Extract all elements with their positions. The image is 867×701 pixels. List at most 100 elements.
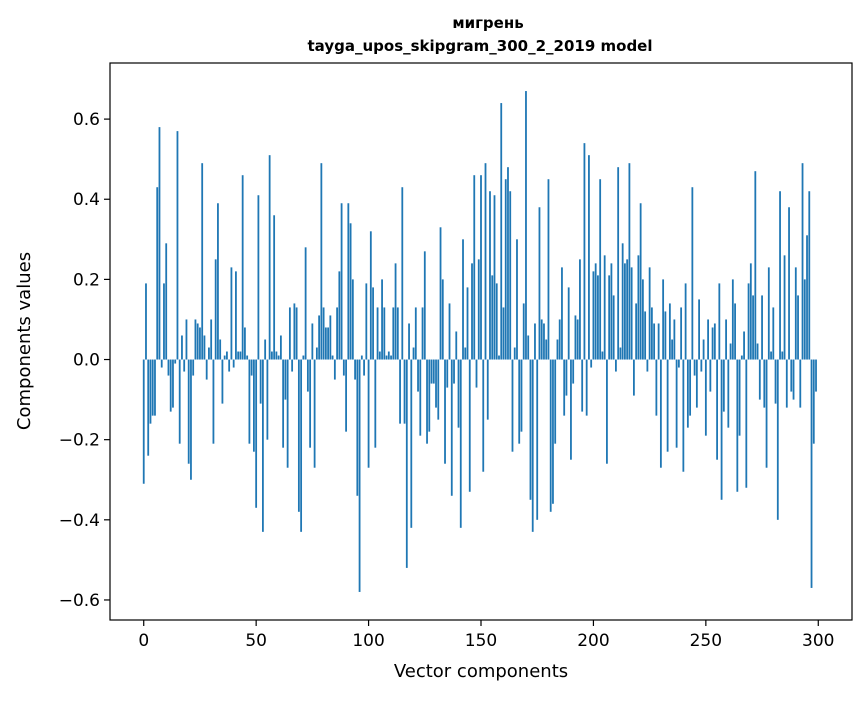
bar-291 xyxy=(797,295,799,360)
bar-45 xyxy=(244,327,246,360)
bar-101 xyxy=(369,231,372,360)
bar-21 xyxy=(190,359,192,480)
bar-93 xyxy=(351,279,354,360)
bar-124 xyxy=(421,307,424,360)
bar-269 xyxy=(747,283,750,360)
bar-221 xyxy=(639,203,642,360)
bar-272 xyxy=(754,171,757,360)
chart-title: мигрень xyxy=(452,14,523,32)
bar-205 xyxy=(603,255,606,360)
bar-228 xyxy=(655,359,658,416)
bar-252 xyxy=(709,359,712,392)
bar-23 xyxy=(194,319,197,360)
bar-94 xyxy=(354,359,356,380)
bar-133 xyxy=(441,279,444,360)
bar-116 xyxy=(403,359,406,424)
bar-150 xyxy=(480,175,482,360)
bar-138 xyxy=(453,359,455,384)
bar-16 xyxy=(178,359,181,444)
x-tick-label: 50 xyxy=(245,631,267,651)
bar-70 xyxy=(300,359,303,532)
bar-245 xyxy=(693,359,696,376)
bar-247 xyxy=(698,299,700,360)
bar-122 xyxy=(417,359,419,392)
bar-290 xyxy=(794,267,797,360)
bar-57 xyxy=(270,351,273,360)
y-tick-label: 0.6 xyxy=(73,110,100,130)
bar-82 xyxy=(327,327,329,360)
bar-127 xyxy=(428,359,431,432)
bar-146 xyxy=(471,263,473,360)
bar-294 xyxy=(803,279,806,360)
bar-292 xyxy=(799,359,802,408)
bar-54 xyxy=(264,339,267,360)
bar-183 xyxy=(554,359,557,444)
bar-52 xyxy=(259,359,262,404)
bar-257 xyxy=(720,359,723,500)
bar-274 xyxy=(758,359,761,400)
bar-256 xyxy=(718,283,721,360)
bar-19 xyxy=(185,319,188,360)
bar-288 xyxy=(790,359,793,392)
bar-46 xyxy=(246,355,249,360)
bar-229 xyxy=(657,323,660,360)
bar-262 xyxy=(731,279,734,360)
bar-156 xyxy=(493,195,496,360)
bar-67 xyxy=(293,303,296,360)
bar-1 xyxy=(145,283,147,360)
bar-111 xyxy=(392,307,395,360)
bar-27 xyxy=(203,335,206,360)
bar-87 xyxy=(338,271,341,360)
x-tick-label: 200 xyxy=(577,631,609,651)
bar-202 xyxy=(597,275,599,360)
bar-0 xyxy=(142,359,145,484)
bar-114 xyxy=(399,359,401,424)
bar-223 xyxy=(644,311,647,360)
bar-115 xyxy=(401,187,404,360)
x-tick-label: 100 xyxy=(352,631,384,651)
y-tick-label: 0.0 xyxy=(73,351,100,371)
bar-153 xyxy=(486,359,489,420)
bar-60 xyxy=(277,355,280,360)
bar-98 xyxy=(363,359,365,376)
y-tick-label: −0.4 xyxy=(59,511,100,531)
y-tick-label: 0.2 xyxy=(73,270,100,290)
bar-160 xyxy=(502,307,505,360)
bar-261 xyxy=(729,343,732,360)
bar-296 xyxy=(808,191,811,360)
bar-230 xyxy=(659,359,662,468)
bar-299 xyxy=(815,359,817,392)
bar-42 xyxy=(237,351,240,360)
bar-121 xyxy=(414,307,417,360)
bar-224 xyxy=(646,359,649,372)
bar-147 xyxy=(473,175,476,360)
bar-97 xyxy=(360,355,363,360)
bar-171 xyxy=(527,335,530,360)
bar-173 xyxy=(531,359,534,532)
bar-165 xyxy=(513,347,516,360)
bar-51 xyxy=(257,195,260,360)
bar-240 xyxy=(682,359,685,472)
bar-206 xyxy=(606,359,608,464)
bar-73 xyxy=(306,359,309,392)
bar-99 xyxy=(365,283,368,360)
bar-241 xyxy=(684,283,687,360)
bar-265 xyxy=(738,359,741,436)
bar-102 xyxy=(372,287,374,360)
bar-59 xyxy=(275,351,278,360)
bar-193 xyxy=(576,319,579,360)
bar-12 xyxy=(169,359,172,412)
bar-8 xyxy=(160,359,163,368)
bar-130 xyxy=(435,359,437,408)
bar-237 xyxy=(675,359,678,448)
bar-80 xyxy=(322,307,325,360)
bar-39 xyxy=(230,267,233,360)
bar-211 xyxy=(617,167,620,360)
bar-204 xyxy=(601,351,604,360)
bar-264 xyxy=(736,359,739,492)
bar-107 xyxy=(383,307,386,360)
bar-89 xyxy=(342,359,345,376)
bar-236 xyxy=(673,319,676,360)
bar-188 xyxy=(565,359,568,396)
